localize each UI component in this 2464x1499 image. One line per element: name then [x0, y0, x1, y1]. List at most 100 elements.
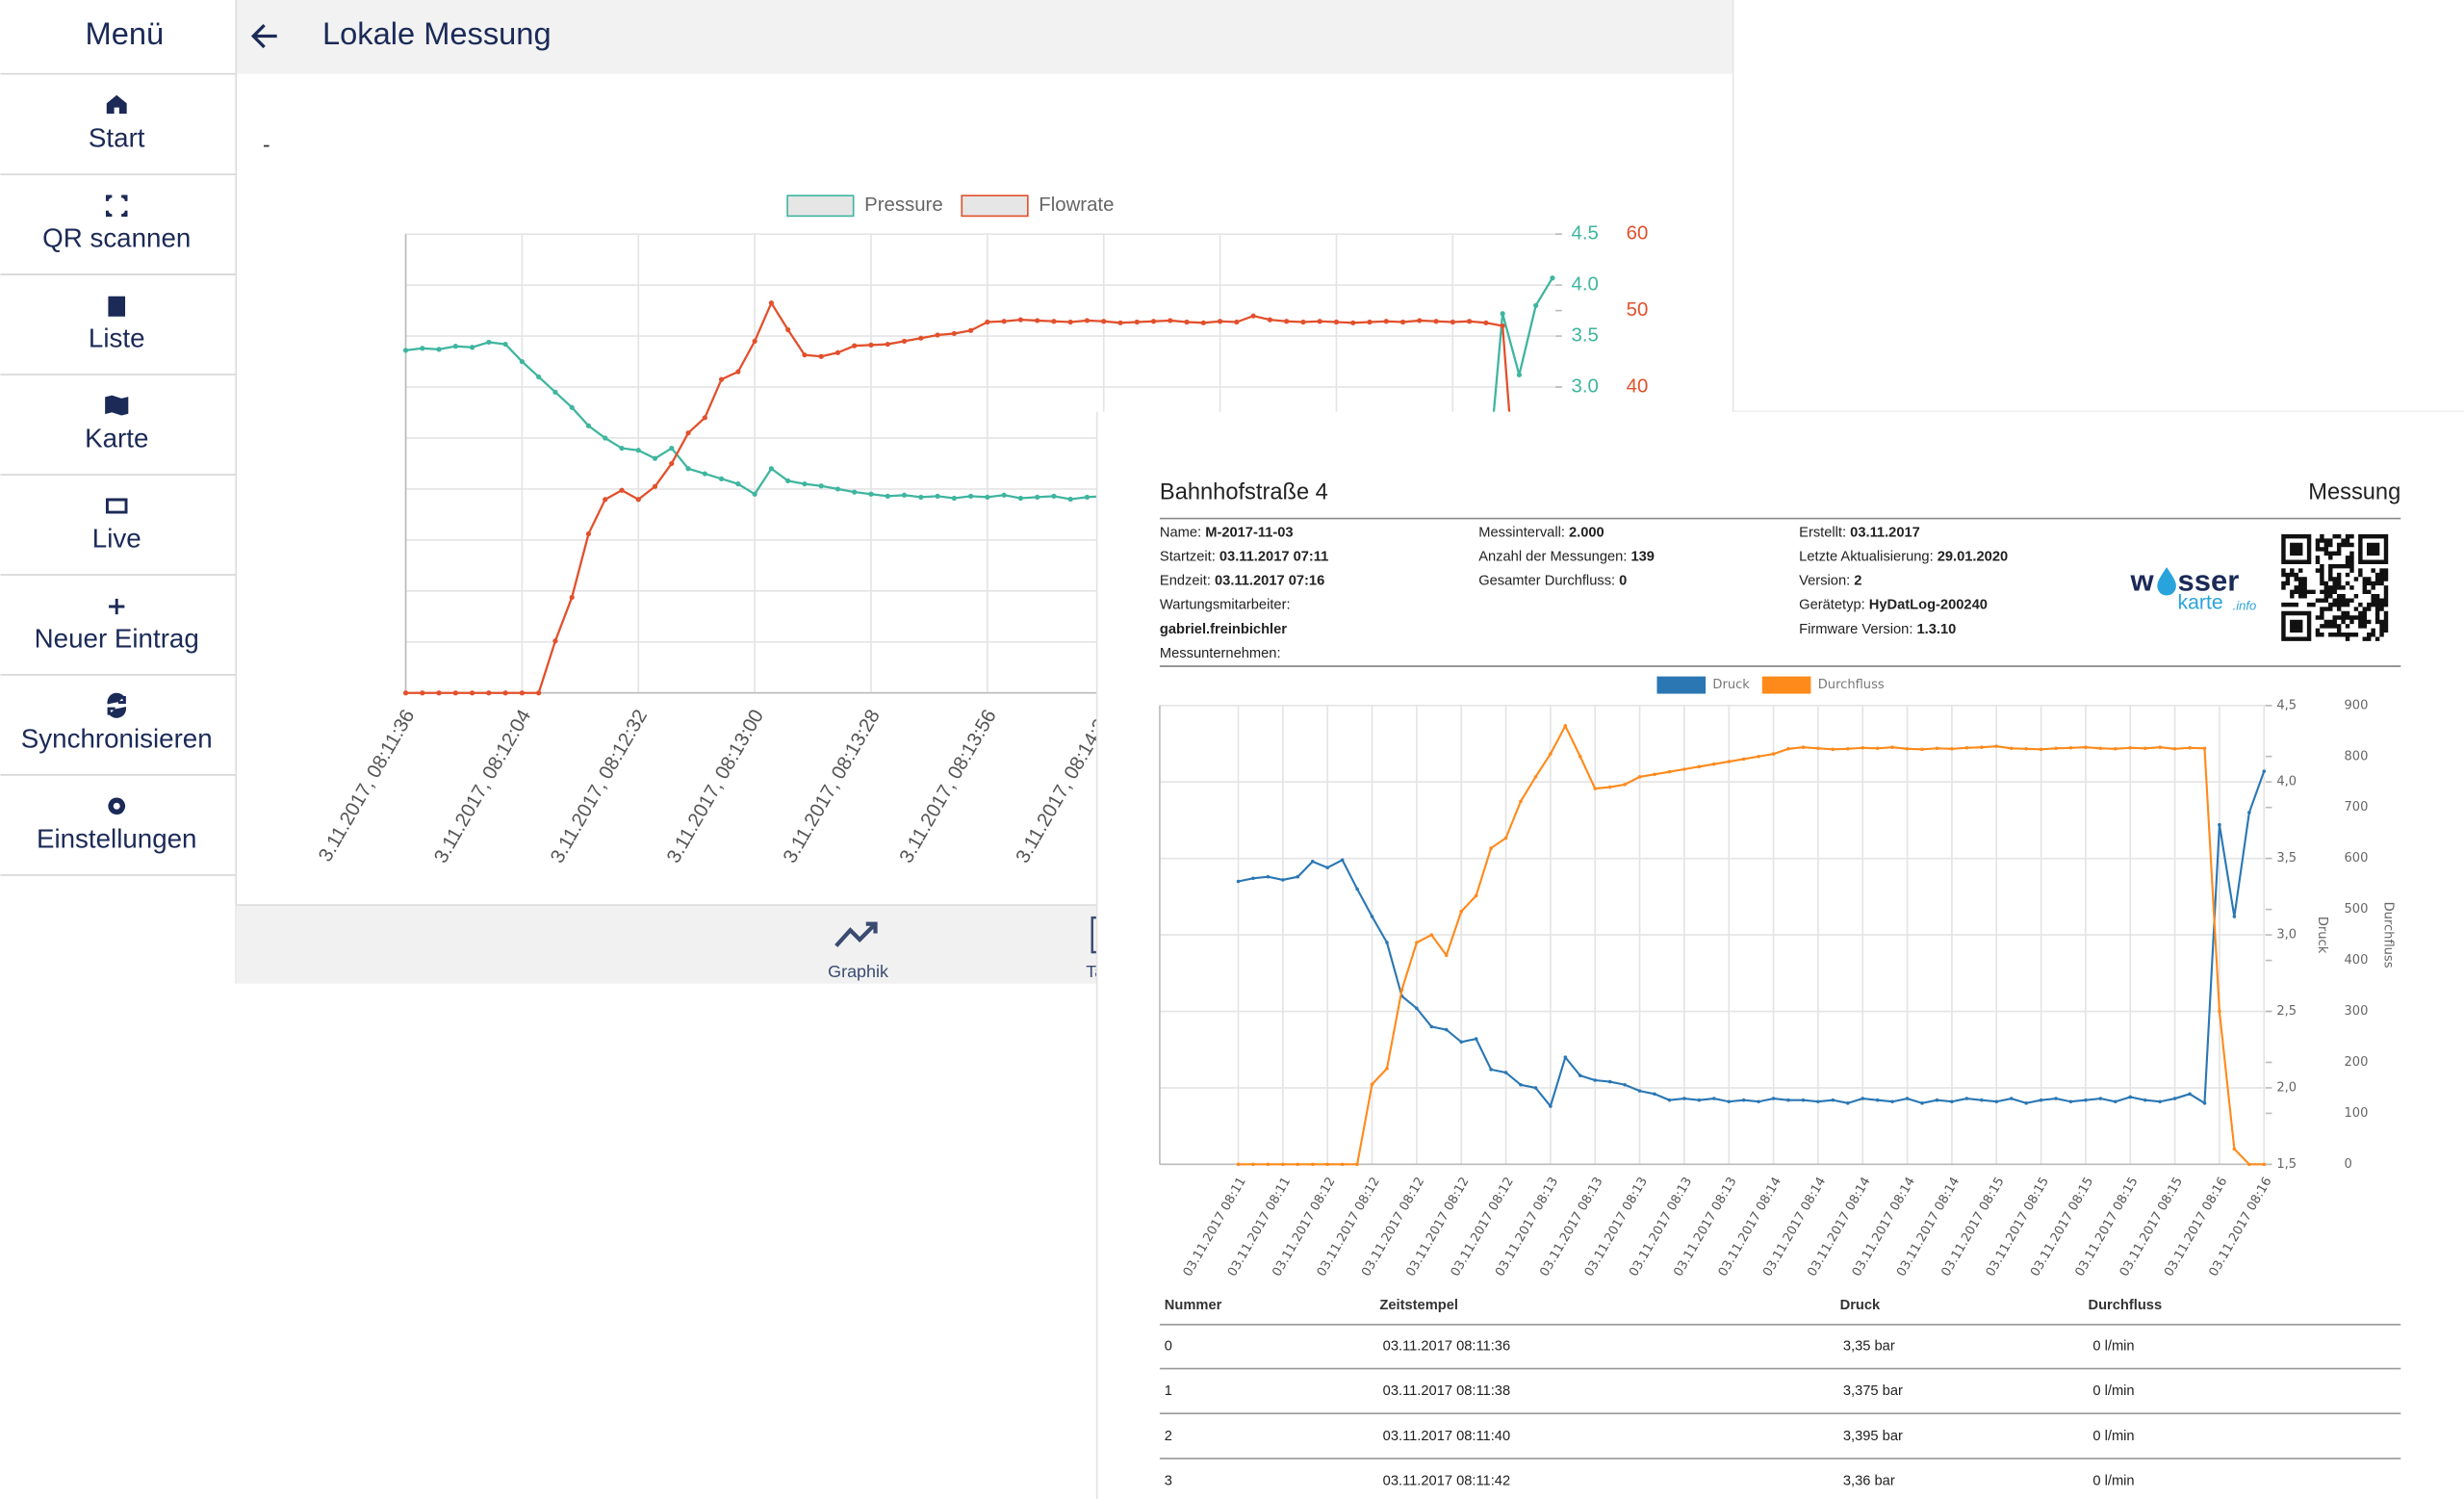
y2-tick-label: 40	[1627, 375, 1649, 397]
data-point	[1385, 941, 1389, 944]
data-point	[834, 349, 841, 355]
data-point	[1296, 874, 1300, 879]
data-point	[967, 493, 974, 499]
menu-item[interactable]: Synchronisieren	[21, 723, 213, 753]
data-point	[2009, 1097, 2014, 1100]
data-point	[1483, 320, 1489, 325]
data-point	[1450, 319, 1455, 325]
data-point	[1035, 494, 1040, 501]
menu-item[interactable]: Live	[92, 523, 141, 553]
data-point	[935, 493, 940, 499]
legend-swatch	[1761, 676, 1811, 694]
data-point	[1563, 724, 1568, 728]
data-point	[1771, 1097, 1776, 1100]
data-point	[1459, 909, 1464, 914]
data-point	[1325, 1162, 1329, 1167]
data-point	[1786, 747, 1790, 751]
data-point	[1533, 775, 1538, 779]
menu-icon	[109, 598, 125, 615]
data-point	[1340, 1162, 1345, 1167]
data-point	[1861, 745, 1865, 750]
data-point	[1350, 320, 1356, 325]
data-point	[768, 466, 775, 472]
data-point	[1474, 1037, 1478, 1041]
data-point	[1831, 1098, 1835, 1102]
tab-icon-graph	[834, 921, 878, 947]
data-point	[702, 471, 707, 477]
data-point	[1711, 762, 1716, 766]
menu-item[interactable]: Neuer Eintrag	[35, 623, 199, 653]
menu-title: Menü	[86, 15, 165, 51]
legend-label: Druck	[1712, 678, 1750, 692]
data-point	[552, 389, 558, 395]
info-label: Anzahl der Messungen:	[1478, 549, 1630, 564]
data-point	[1771, 752, 1776, 756]
y-tick-label: 3,5	[2276, 851, 2297, 866]
data-point	[536, 690, 542, 696]
menu-icon	[105, 194, 128, 218]
info-value: 0	[1619, 573, 1627, 588]
data-point	[1370, 915, 1374, 918]
info-field: Anzahl der Messungen: 139	[1478, 549, 1655, 564]
tab-graphik[interactable]: Graphik	[828, 962, 888, 981]
data-point	[1801, 1098, 1806, 1102]
table-cell: 0 l/min	[2092, 1474, 2134, 1489]
data-point	[2128, 745, 2133, 750]
data-point	[569, 404, 575, 410]
data-point	[1578, 1073, 1582, 1078]
table-cell: 0 l/min	[2092, 1339, 2134, 1355]
data-point	[1607, 785, 1612, 789]
info-field: Letzte Aktualisierung: 29.01.2020	[1799, 549, 2008, 564]
data-point	[1340, 858, 1345, 863]
menu-icon	[107, 692, 126, 718]
info-label: Version:	[1799, 573, 1854, 588]
data-point	[1134, 319, 1140, 325]
data-point	[1236, 1162, 1241, 1167]
data-point	[1549, 752, 1553, 756]
data-point	[951, 330, 957, 337]
info-value: 2.000	[1569, 525, 1604, 540]
data-point	[1300, 319, 1306, 325]
table-header: Nummer	[1165, 1298, 1222, 1313]
menu-item[interactable]: Einstellungen	[37, 823, 197, 853]
report-title: Bahnhofstraße 4	[1160, 480, 1328, 505]
data-point	[1017, 495, 1024, 502]
info-label: Name:	[1160, 525, 1205, 540]
data-point	[1533, 1086, 1538, 1090]
series-line	[1238, 770, 2266, 1109]
menu-icon	[108, 296, 126, 317]
data-point	[452, 690, 458, 696]
data-point	[436, 347, 442, 352]
y2-tick-label: 400	[2345, 953, 2369, 968]
back-arrow[interactable]	[250, 23, 277, 49]
data-point	[768, 300, 775, 306]
data-point	[1251, 1162, 1255, 1167]
data-point	[536, 374, 542, 380]
table-cell: 3,395 bar	[1843, 1429, 1903, 1444]
table-header: Zeitstempel	[1379, 1298, 1458, 1313]
menu-item[interactable]: Start	[89, 123, 145, 153]
data-point	[1550, 275, 1555, 281]
y2-tick-label: 500	[2345, 902, 2369, 917]
data-point	[1667, 769, 1672, 774]
logo-suffix: .info	[2233, 598, 2257, 612]
data-point	[603, 435, 608, 441]
data-point	[2024, 1101, 2028, 1105]
logo: w sser karte .info	[2130, 564, 2257, 614]
data-point	[1051, 319, 1057, 324]
data-point	[1935, 1098, 1939, 1102]
data-point	[967, 327, 974, 333]
info-value: 1.3.10	[1916, 622, 1956, 637]
series-line	[405, 300, 1553, 694]
menu-item[interactable]: QR scannen	[42, 223, 191, 253]
data-point	[1875, 746, 1880, 751]
data-point	[802, 352, 808, 358]
data-point	[1816, 1099, 1820, 1104]
menu-item[interactable]: Liste	[89, 323, 145, 353]
menu-item[interactable]: Karte	[85, 423, 148, 452]
data-point	[1217, 319, 1223, 324]
data-point	[852, 489, 858, 495]
data-point	[901, 338, 908, 344]
data-point	[1310, 1162, 1315, 1167]
data-point	[1266, 1162, 1270, 1167]
